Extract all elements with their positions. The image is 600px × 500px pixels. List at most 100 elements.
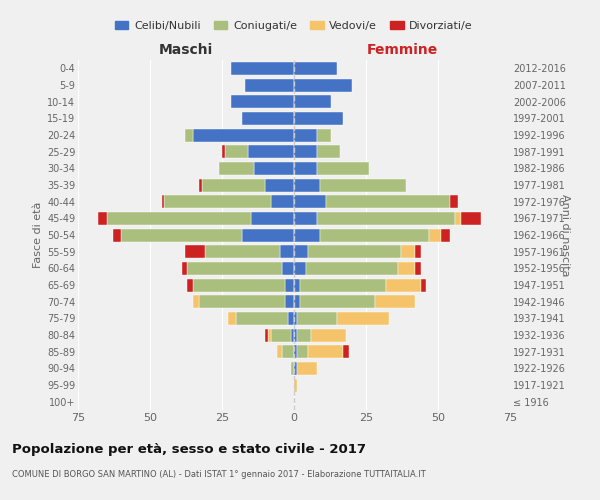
Bar — [283, 345, 294, 358]
Bar — [294, 345, 297, 358]
Bar — [297, 362, 317, 375]
Bar — [219, 162, 254, 175]
Bar — [297, 312, 337, 325]
Bar — [398, 262, 415, 275]
Bar — [415, 262, 421, 275]
Bar — [294, 262, 305, 275]
Bar — [294, 278, 300, 291]
Bar — [294, 78, 352, 92]
Bar — [185, 245, 205, 258]
Bar — [401, 245, 415, 258]
Bar — [374, 295, 415, 308]
Bar — [294, 178, 320, 192]
Bar — [271, 328, 291, 342]
Bar — [415, 245, 421, 258]
Bar — [320, 178, 406, 192]
Bar — [308, 345, 343, 358]
Bar — [294, 328, 297, 342]
Bar — [161, 195, 164, 208]
Bar — [199, 295, 286, 308]
Bar — [294, 195, 326, 208]
Bar — [320, 228, 430, 241]
Bar — [317, 162, 369, 175]
Bar — [164, 195, 271, 208]
Bar — [199, 178, 202, 192]
Bar — [193, 295, 199, 308]
Bar — [245, 78, 294, 92]
Bar — [291, 328, 294, 342]
Bar — [251, 212, 294, 225]
Bar — [268, 328, 271, 342]
Bar — [291, 362, 294, 375]
Text: Maschi: Maschi — [159, 42, 213, 56]
Bar — [248, 145, 294, 158]
Bar — [326, 195, 449, 208]
Bar — [205, 245, 280, 258]
Bar — [294, 145, 317, 158]
Bar — [317, 128, 331, 141]
Bar — [230, 62, 294, 75]
Bar — [461, 212, 481, 225]
Bar — [343, 345, 349, 358]
Bar — [421, 278, 427, 291]
Bar — [280, 245, 294, 258]
Bar — [98, 212, 107, 225]
Bar — [449, 195, 458, 208]
Text: Popolazione per età, sesso e stato civile - 2017: Popolazione per età, sesso e stato civil… — [12, 442, 366, 456]
Bar — [254, 162, 294, 175]
Text: COMUNE DI BORGO SAN MARTINO (AL) - Dati ISTAT 1° gennaio 2017 - Elaborazione TUT: COMUNE DI BORGO SAN MARTINO (AL) - Dati … — [12, 470, 426, 479]
Bar — [294, 228, 320, 241]
Bar — [317, 145, 340, 158]
Bar — [294, 95, 331, 108]
Bar — [271, 195, 294, 208]
Y-axis label: Fasce di età: Fasce di età — [32, 202, 43, 268]
Bar — [455, 212, 461, 225]
Bar — [294, 295, 300, 308]
Bar — [294, 378, 297, 392]
Bar — [242, 228, 294, 241]
Bar — [311, 328, 346, 342]
Legend: Celibi/Nubili, Coniugati/e, Vedovi/e, Divorziati/e: Celibi/Nubili, Coniugati/e, Vedovi/e, Di… — [111, 16, 477, 36]
Bar — [294, 362, 297, 375]
Bar — [317, 212, 455, 225]
Text: Femmine: Femmine — [367, 42, 437, 56]
Bar — [430, 228, 441, 241]
Bar — [107, 212, 251, 225]
Bar — [308, 245, 401, 258]
Bar — [294, 212, 317, 225]
Bar — [294, 312, 297, 325]
Bar — [193, 278, 286, 291]
Bar — [185, 128, 193, 141]
Bar — [113, 228, 121, 241]
Bar — [265, 178, 294, 192]
Bar — [297, 345, 308, 358]
Bar — [441, 228, 449, 241]
Bar — [305, 262, 398, 275]
Bar — [286, 295, 294, 308]
Bar — [286, 278, 294, 291]
Bar — [294, 162, 317, 175]
Bar — [300, 295, 374, 308]
Bar — [294, 245, 308, 258]
Bar — [187, 262, 283, 275]
Bar — [297, 328, 311, 342]
Bar — [337, 312, 389, 325]
Bar — [182, 262, 187, 275]
Bar — [283, 262, 294, 275]
Bar — [225, 145, 248, 158]
Bar — [294, 62, 337, 75]
Bar — [386, 278, 421, 291]
Bar — [187, 278, 193, 291]
Bar — [294, 128, 317, 141]
Bar — [121, 228, 242, 241]
Bar — [202, 178, 265, 192]
Bar — [242, 112, 294, 125]
Bar — [228, 312, 236, 325]
Bar — [222, 145, 225, 158]
Bar — [230, 95, 294, 108]
Bar — [288, 312, 294, 325]
Bar — [236, 312, 288, 325]
Y-axis label: Anni di nascita: Anni di nascita — [560, 194, 570, 276]
Bar — [294, 112, 343, 125]
Bar — [193, 128, 294, 141]
